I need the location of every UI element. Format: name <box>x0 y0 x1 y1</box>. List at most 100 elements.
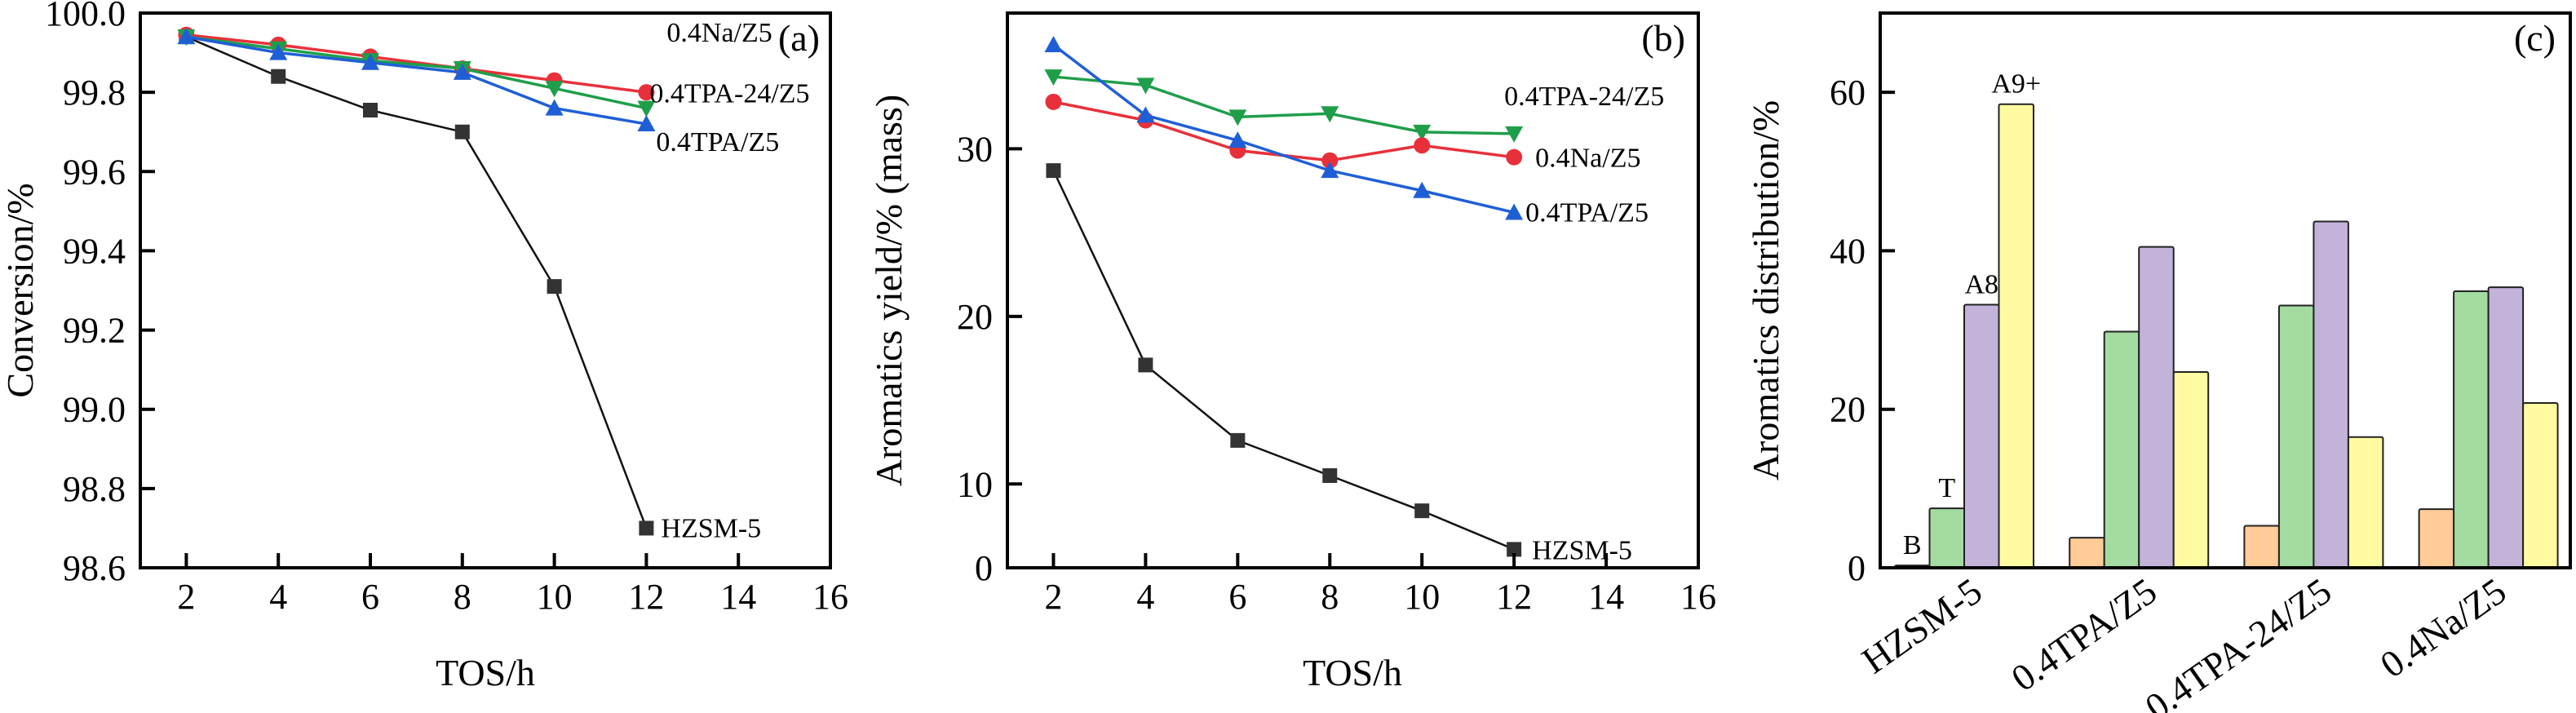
bar-group-0-4tpa-z5 <box>2069 246 2210 569</box>
panel-b-series-labels: 0.4TPA-24/Z5 0.4Na/Z5 0.4TPA/Z5 HZSM-5 <box>1504 82 1664 565</box>
panel-b-x-axis-title: TOS/h <box>1303 652 1402 693</box>
bar-label-b: B <box>1903 530 1922 560</box>
data-point-0-4tpa-z5 <box>1044 36 1063 53</box>
panel-a-x-axis-title: TOS/h <box>436 652 535 693</box>
x-tick-label: 2 <box>177 577 195 617</box>
y-tick-label: 98.8 <box>63 469 126 509</box>
x-tick-label: 8 <box>454 577 471 617</box>
bar-hzsm-5-a8 <box>1963 303 2000 569</box>
y-tick-label: 20 <box>1830 390 1866 430</box>
series-0-4tpa-z5 <box>177 28 656 131</box>
data-point-hzsm-5 <box>363 103 378 117</box>
data-point-hzsm-5 <box>271 69 286 84</box>
panel-a-tag: (a) <box>778 17 820 59</box>
series-line-0-4tpa-z5 <box>1052 43 1515 215</box>
x-tick-label: 4 <box>1136 577 1154 617</box>
x-tick-label: 16 <box>1680 577 1716 617</box>
x-tick-label: 10 <box>537 577 573 617</box>
series-label-0-4tpa-z5: 0.4TPA/Z5 <box>656 127 779 157</box>
x-tick-label: 10 <box>1404 577 1440 617</box>
y-tick-label: 100.0 <box>45 0 126 33</box>
panel-b-aromatics-yield: 0 10 20 30 2 4 6 8 10 12 14 16 0.4TPA-24/Z5 0.4Na/Z… <box>868 11 1716 693</box>
y-tick-label: 0 <box>1848 548 1866 588</box>
panel-c-bar-labels: BT A8 A9+ <box>1903 69 2041 560</box>
x-tick-label: 16 <box>812 577 848 617</box>
series-line-0-4tpa-z5 <box>186 35 647 126</box>
bar-0-4na-z5-t <box>2453 290 2490 569</box>
panel-b-yticks: 0 10 20 30 <box>957 129 1022 588</box>
bar-0-4tpa-24-z5-a8 <box>2313 220 2349 569</box>
panel-b-xticks: 2 4 6 8 10 12 14 16 <box>1044 553 1716 617</box>
panel-c-bars <box>1894 103 2559 569</box>
x-tick-label: 14 <box>720 577 756 617</box>
panel-a-conversion: 98.6 98.8 99.0 99.2 99.4 99.6 99.8 100.0 2 4 6 8 10… <box>0 0 848 693</box>
data-point-0-4tpa-z5 <box>1136 106 1155 123</box>
panel-b-frame <box>1006 11 1700 569</box>
data-point-0-4tpa-24-z5 <box>1321 106 1339 123</box>
bar-group-hzsm-5 <box>1894 103 2034 569</box>
x-tick-label: 8 <box>1321 577 1339 617</box>
data-point-0-4na-z5 <box>1414 137 1431 154</box>
x-tick-label: 12 <box>628 577 664 617</box>
x-tick-label: 12 <box>1496 577 1532 617</box>
data-point-0-4tpa-z5 <box>269 43 288 60</box>
bar-0-4tpa-z5-b <box>2069 537 2105 569</box>
panel-c-tag: (c) <box>2514 17 2556 59</box>
series-label-0-4na-z5: 0.4Na/Z5 <box>666 18 772 48</box>
bar-group-0-4tpa-24-z5 <box>2243 220 2384 569</box>
series-0-4tpa-z5 <box>1044 36 1524 220</box>
data-point-0-4tpa-z5 <box>177 28 196 45</box>
data-point-0-4tpa-24-z5 <box>1136 78 1155 95</box>
panel-a-yticks: 98.6 98.8 99.0 99.2 99.4 99.6 99.8 100.0 <box>45 0 155 588</box>
series-label-0-4tpa-24-z5: 0.4TPA-24/Z5 <box>649 79 809 109</box>
bar-0-4tpa-z5-a9 <box>2172 371 2210 569</box>
panel-c-y-axis-title: Aromatics distribution/% <box>1745 100 1786 480</box>
panel-a-marks <box>177 26 656 536</box>
series-label-hzsm-5: HZSM-5 <box>1532 535 1632 565</box>
series-line-hzsm-5 <box>185 35 648 529</box>
data-point-0-4tpa-z5 <box>361 53 379 70</box>
series-line-0-4tpa-24-z5 <box>1053 75 1515 135</box>
x-tick-label: 4 <box>269 577 287 617</box>
data-point-0-4tpa-24-z5 <box>1228 109 1247 126</box>
data-point-0-4tpa-24-z5 <box>1413 124 1432 141</box>
panel-c-aromatics-distribution: 0 20 40 60 HZSM-5 0.4TPA/Z50.4TPA-24/Z5 0.4Na… <box>1745 11 2572 713</box>
y-tick-label: 99.4 <box>63 231 126 271</box>
panel-b-tag: (b) <box>1641 17 1685 59</box>
bar-0-4na-z5-b <box>2418 508 2455 569</box>
category-label-0-4na-z5: 0.4Na/Z5 <box>2373 569 2514 685</box>
bar-group-0-4na-z5 <box>2418 286 2559 569</box>
y-tick-label: 99.0 <box>63 390 126 430</box>
y-tick-label: 99.6 <box>63 152 126 192</box>
series-label-0-4tpa-z5: 0.4TPA/Z5 <box>1525 197 1649 228</box>
data-point-0-4na-z5 <box>1321 152 1339 169</box>
data-point-0-4na-z5 <box>1045 93 1062 110</box>
series-hzsm-5 <box>1046 163 1522 557</box>
data-point-0-4tpa-z5 <box>545 99 564 116</box>
data-point-0-4tpa-z5 <box>1321 162 1339 179</box>
y-tick-label: 40 <box>1830 231 1866 271</box>
data-point-0-4tpa-z5 <box>453 63 471 80</box>
y-tick-label: 98.6 <box>63 548 126 588</box>
category-label-0-4tpa-24-z5: 0.4TPA-24/Z5 <box>2137 569 2339 713</box>
data-point-hzsm-5 <box>1507 542 1522 557</box>
data-point-hzsm-5 <box>1322 468 1338 484</box>
panel-b-marks <box>1044 36 1524 557</box>
x-tick-label: 2 <box>1044 577 1062 617</box>
bar-label-a9: A9+ <box>1991 69 2041 100</box>
bar-label-t: T <box>1938 473 1955 503</box>
panel-a-y-axis-title: Conversion/% <box>0 183 41 397</box>
series-label-hzsm-5: HZSM-5 <box>661 513 761 543</box>
series-0-4tpa-24-z5 <box>1044 69 1524 143</box>
x-tick-label: 14 <box>1588 577 1624 617</box>
bar-0-4tpa-24-z5-b <box>2243 525 2280 569</box>
series-line-hzsm-5 <box>1052 170 1515 551</box>
data-point-hzsm-5 <box>1414 503 1430 519</box>
category-label-hzsm-5: HZSM-5 <box>1854 569 1989 681</box>
data-point-0-4na-z5 <box>1506 148 1523 166</box>
y-tick-label: 60 <box>1830 73 1866 113</box>
bar-hzsm-5-t <box>1928 507 1965 569</box>
bar-0-4tpa-z5-a8 <box>2138 246 2175 569</box>
bar-label-a8: A8 <box>1964 269 1998 299</box>
data-point-hzsm-5 <box>1230 432 1246 448</box>
